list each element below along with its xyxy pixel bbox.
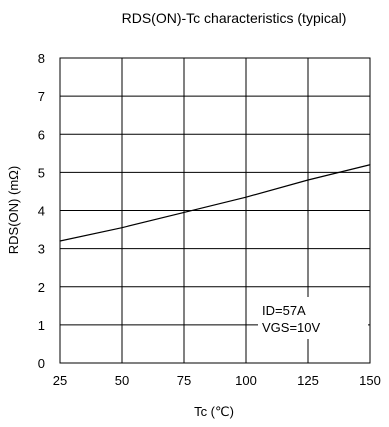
y-tick-label: 0 [38,356,45,371]
y-tick-label: 4 [38,204,45,219]
y-axis-label: RDS(ON) (mΩ) [6,166,21,254]
x-tick-label: 100 [235,373,257,388]
y-tick-label: 5 [38,165,45,180]
y-tick-label: 6 [38,127,45,142]
y-tick-label: 2 [38,280,45,295]
y-tick-label: 7 [38,89,45,104]
series-layer [59,164,371,242]
x-axis-label: Tc (℃) [194,404,234,419]
chart-title: RDS(ON)-Tc characteristics (typical) [122,10,347,26]
y-tick-label: 3 [38,242,45,257]
x-tick-label: 50 [115,373,129,388]
x-tick-label: 125 [297,373,319,388]
annotation-vgs: VGS=10V [262,320,321,335]
x-tick-label: 25 [53,373,67,388]
tick-labels: 25 50 75 100 125 150 0 1 2 3 4 5 6 7 8 [38,51,381,388]
series-line [59,164,371,242]
plot-area-border [59,57,371,364]
annotation-id: ID=57A [262,303,306,318]
annotation-background [258,297,368,339]
x-tick-label: 150 [359,373,381,388]
x-tick-label: 75 [177,373,191,388]
y-tick-label: 8 [38,51,45,66]
y-tick-label: 1 [38,318,45,333]
